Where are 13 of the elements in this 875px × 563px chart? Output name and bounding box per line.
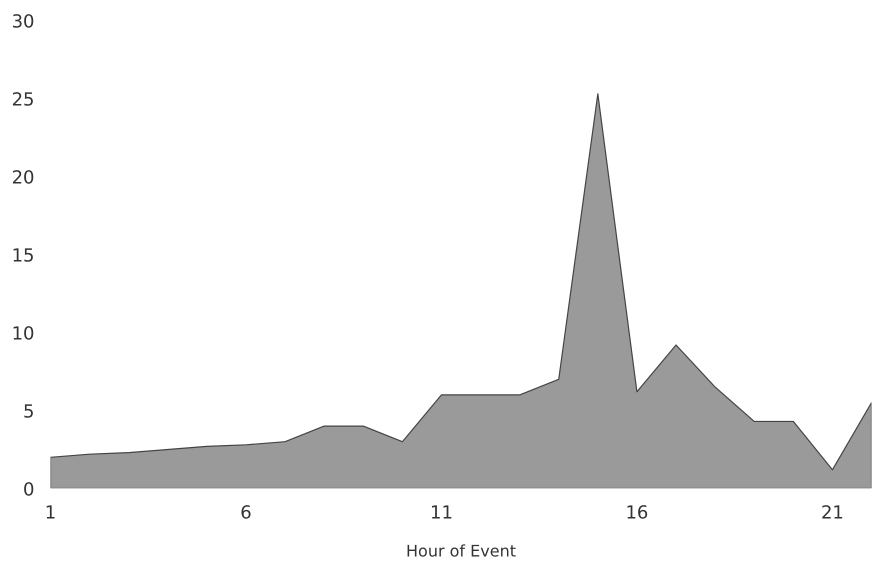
- x-tick-label: 11: [430, 502, 453, 524]
- y-tick-label: 25: [12, 90, 34, 110]
- x-tick-label: 21: [820, 502, 844, 524]
- y-tick-label: 20: [12, 168, 34, 188]
- y-tick-label: 30: [12, 12, 34, 32]
- x-tick-label: 6: [240, 502, 252, 524]
- x-tick-label: 16: [625, 502, 648, 524]
- x-axis-title: Hour of Event: [406, 542, 516, 560]
- y-tick-label: 15: [12, 246, 34, 266]
- y-tick-label: 0: [23, 480, 34, 500]
- x-tick-label: 1: [44, 502, 56, 524]
- y-tick-label: 10: [12, 324, 34, 344]
- y-tick-label: 5: [23, 402, 34, 422]
